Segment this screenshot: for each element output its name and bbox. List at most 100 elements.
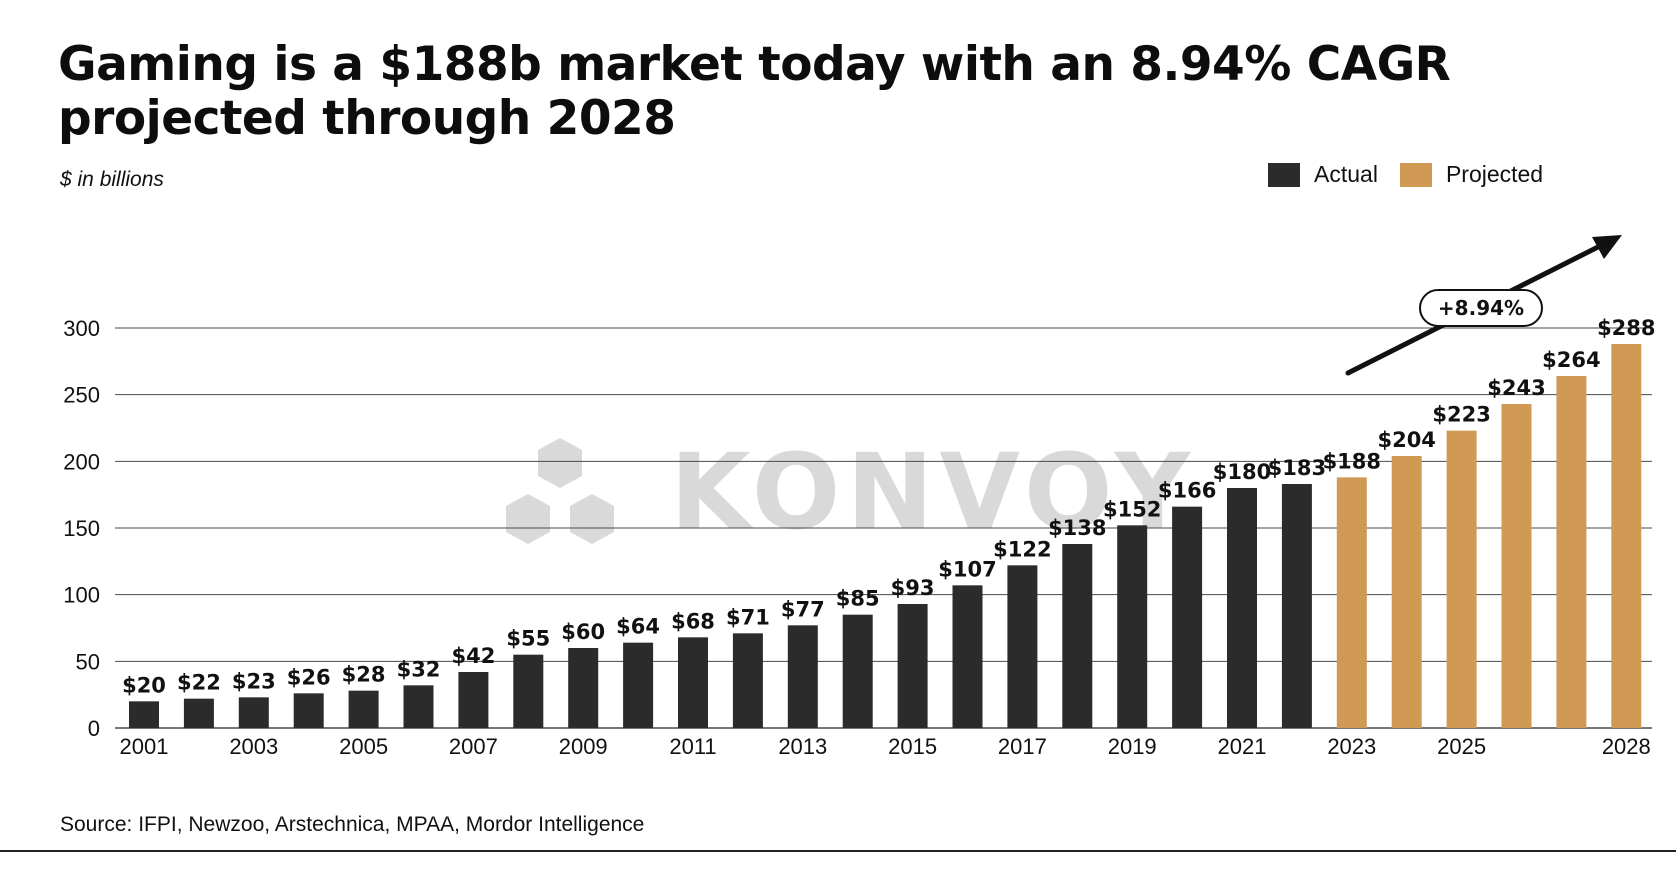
arrow-head-icon bbox=[1592, 235, 1622, 259]
y-tick-label: 250 bbox=[63, 383, 100, 408]
legend-swatch-actual bbox=[1268, 162, 1300, 187]
bar-2002 bbox=[183, 698, 214, 728]
data-label-2027: $264 bbox=[1542, 348, 1600, 372]
data-label-2026: $243 bbox=[1487, 376, 1545, 400]
data-label-2011: $68 bbox=[671, 609, 715, 633]
watermark-text: KONVOY bbox=[670, 431, 1196, 553]
data-label-2025: $223 bbox=[1432, 403, 1490, 427]
x-tick-label: 2009 bbox=[559, 734, 608, 759]
x-tick-label: 2001 bbox=[120, 734, 169, 759]
x-tick-label: 2021 bbox=[1218, 734, 1267, 759]
bar-2009 bbox=[568, 648, 599, 728]
data-label-2013: $77 bbox=[781, 597, 825, 621]
bar-2008 bbox=[513, 654, 544, 728]
x-tick-label: 2011 bbox=[669, 734, 716, 759]
x-tick-label: 2019 bbox=[1108, 734, 1157, 759]
bar-2020 bbox=[1172, 506, 1203, 728]
x-axis-ticks: 2001 2003 2005 2007 2009 2011 2013 2015 2017 2019… bbox=[120, 734, 1651, 759]
bar-2026 bbox=[1501, 404, 1532, 728]
legend: Actual Projected bbox=[1268, 161, 1565, 188]
bar-2023 bbox=[1336, 477, 1367, 728]
y-tick-label: 100 bbox=[63, 583, 100, 608]
bar-2010 bbox=[623, 642, 654, 728]
x-tick-label: 2007 bbox=[449, 734, 498, 759]
bar-2016 bbox=[952, 585, 983, 728]
bar-2003 bbox=[238, 697, 269, 728]
data-label-2019: $152 bbox=[1103, 497, 1161, 521]
bottom-divider bbox=[0, 850, 1676, 852]
data-label-2009: $60 bbox=[561, 620, 605, 644]
growth-rate-label: +8.94% bbox=[1438, 296, 1524, 320]
data-label-2018: $138 bbox=[1048, 516, 1106, 540]
chart-title: Gaming is a $188b market today with an 8… bbox=[58, 37, 1451, 146]
bar-2015 bbox=[897, 604, 928, 728]
x-tick-label: 2013 bbox=[778, 734, 827, 759]
y-tick-label: 0 bbox=[88, 716, 100, 741]
y-tick-label: 200 bbox=[63, 449, 100, 474]
bar-2018 bbox=[1062, 544, 1093, 728]
data-label-2016: $107 bbox=[938, 557, 996, 581]
data-label-2008: $55 bbox=[506, 627, 550, 651]
bar-2021 bbox=[1227, 488, 1257, 728]
y-tick-label: 50 bbox=[76, 649, 100, 674]
legend-label-projected: Projected bbox=[1445, 161, 1544, 187]
watermark: KONVOY bbox=[506, 431, 1196, 553]
legend-label-actual: Actual bbox=[1314, 161, 1378, 187]
bar-2001 bbox=[129, 701, 159, 728]
data-label-2006: $32 bbox=[397, 657, 441, 681]
data-label-2023: $188 bbox=[1323, 449, 1381, 473]
bar-2017 bbox=[1007, 565, 1038, 728]
bar-2006 bbox=[403, 685, 434, 728]
bars bbox=[129, 344, 1642, 728]
data-label-2022: $183 bbox=[1268, 456, 1326, 480]
data-label-2002: $22 bbox=[177, 671, 221, 695]
source-note: Source: IFPI, Newzoo, Arstechnica, MPAA,… bbox=[60, 813, 645, 836]
data-label-2028: $288 bbox=[1597, 316, 1655, 340]
x-tick-label: 2005 bbox=[339, 734, 388, 759]
y-tick-label: 300 bbox=[63, 316, 100, 341]
data-label-2012: $71 bbox=[726, 605, 770, 629]
x-tick-label: 2028 bbox=[1602, 734, 1651, 759]
bar-2022 bbox=[1281, 484, 1312, 728]
data-label-2003: $23 bbox=[232, 669, 276, 693]
x-tick-label: 2003 bbox=[229, 734, 278, 759]
data-label-2015: $93 bbox=[891, 576, 935, 600]
x-tick-label: 2015 bbox=[888, 734, 937, 759]
bar-2012 bbox=[732, 633, 763, 728]
bar-2028 bbox=[1611, 344, 1642, 728]
x-tick-label: 2017 bbox=[998, 734, 1047, 759]
legend-swatch-projected bbox=[1399, 162, 1432, 187]
bar-2024 bbox=[1391, 456, 1422, 728]
bar-2007 bbox=[458, 672, 489, 728]
data-label-2004: $26 bbox=[287, 665, 331, 689]
bar-2019 bbox=[1117, 525, 1148, 728]
bar-2011 bbox=[678, 637, 708, 728]
bar-2014 bbox=[842, 614, 873, 728]
growth-pill bbox=[1419, 289, 1543, 327]
legend-item-actual: Actual bbox=[1268, 161, 1378, 188]
bar-2005 bbox=[348, 690, 379, 728]
units-label: $ in billions bbox=[60, 168, 164, 191]
legend-item-projected: Projected bbox=[1399, 161, 1544, 188]
data-labels: $20 $22 $23 $26 $28 $32 $42 $55 $60 $64 $68 $71 $77 $… bbox=[122, 316, 1655, 697]
bar-2027 bbox=[1556, 376, 1587, 728]
data-label-2021: $180 bbox=[1213, 460, 1271, 484]
watermark-logo-icon bbox=[506, 438, 614, 544]
data-label-2005: $28 bbox=[342, 663, 386, 687]
data-label-2001: $20 bbox=[122, 673, 166, 697]
y-axis-ticks: 0 50 100 150 200 250 300 bbox=[63, 316, 100, 741]
data-label-2014: $85 bbox=[836, 587, 880, 611]
data-label-2007: $42 bbox=[451, 644, 495, 668]
data-label-2010: $64 bbox=[616, 615, 660, 639]
bar-2004 bbox=[293, 693, 324, 728]
bar-2013 bbox=[787, 625, 818, 728]
data-label-2020: $166 bbox=[1158, 479, 1216, 503]
data-label-2017: $122 bbox=[993, 537, 1051, 561]
growth-annotation: +8.94% bbox=[1345, 235, 1622, 376]
y-tick-label: 150 bbox=[63, 516, 100, 541]
bar-2025 bbox=[1446, 430, 1477, 728]
data-label-2024: $204 bbox=[1377, 428, 1435, 452]
x-tick-label: 2025 bbox=[1437, 734, 1486, 759]
x-tick-label: 2023 bbox=[1327, 734, 1376, 759]
